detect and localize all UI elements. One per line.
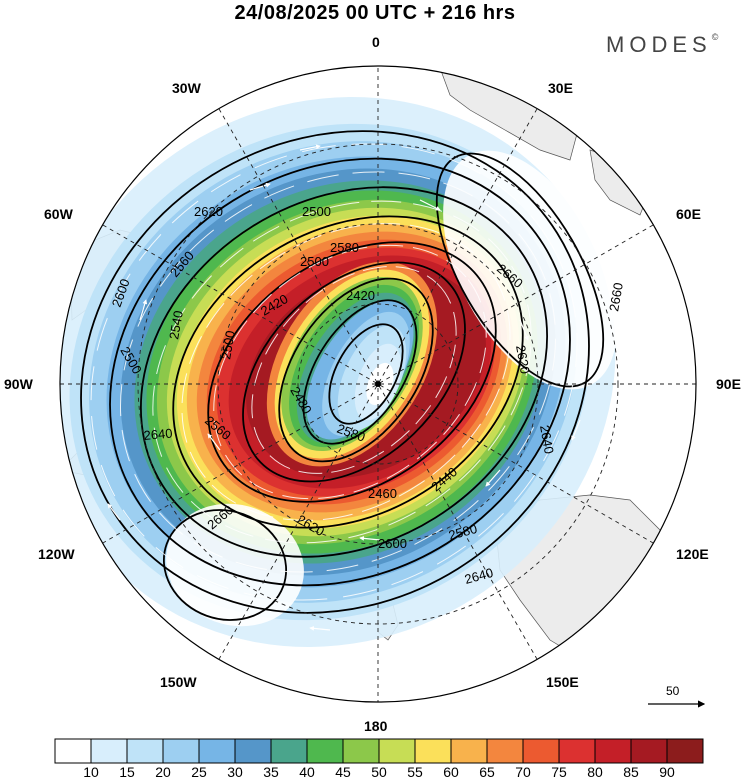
colorbar-tick-label: 70: [515, 764, 531, 780]
colorbar-swatch: [666, 738, 704, 764]
colorbar-tick-label: 25: [191, 764, 207, 780]
colorbar-tick-label: 90: [659, 764, 675, 780]
colorbar-tick-label: 50: [371, 764, 387, 780]
colorbar-swatch: [126, 738, 164, 764]
colorbar-swatch: [450, 738, 488, 764]
colorbar-tick-label: 10: [83, 764, 99, 780]
contour-label: 2620: [194, 204, 223, 219]
colorbar-swatch: [630, 738, 668, 764]
contour-label: 2660: [606, 281, 626, 312]
lon-label-120e: 120E: [676, 546, 709, 562]
contour-label: 2500: [300, 254, 329, 269]
colorbar-tick-label: 15: [119, 764, 135, 780]
lon-label-90w: 90W: [4, 376, 33, 392]
colorbar-swatch: [522, 738, 560, 764]
contour-label: 2640: [537, 424, 557, 455]
graticule: [60, 66, 696, 702]
colorbar-tick-label: 45: [335, 764, 351, 780]
lon-label-180: 180: [364, 718, 388, 734]
colorbar-tick-label: 85: [623, 764, 639, 780]
colorbar-tick-label: 20: [155, 764, 171, 780]
lon-label-30w: 30W: [172, 80, 201, 96]
map-border: [59, 65, 697, 703]
lon-label-30e: 30E: [548, 80, 573, 96]
lon-label-150w: 150W: [160, 674, 197, 690]
contour-label: 2420: [346, 288, 375, 303]
colorbar-swatch: [54, 738, 92, 764]
map-title: 24/08/2025 00 UTC + 216 hrs: [234, 2, 516, 24]
contour-label: 2580: [330, 240, 359, 255]
colorbar-tick-label: 30: [227, 764, 243, 780]
contour-label: 2580: [447, 521, 479, 543]
colorbar-tick-label: 60: [443, 764, 459, 780]
colorbar-swatch: [198, 738, 236, 764]
colorbar-swatch: [378, 738, 416, 764]
colorbar-swatch: [162, 738, 200, 764]
colorbar-swatch: [486, 738, 524, 764]
colorbar-swatch: [90, 738, 128, 764]
colorbar-swatch: [234, 738, 272, 764]
lon-label-0: 0: [372, 34, 380, 50]
colorbar-tick-label: 75: [551, 764, 567, 780]
wind-streamlines: [90, 143, 578, 601]
colorbar-swatch: [306, 738, 344, 764]
lon-label-90e: 90E: [716, 376, 741, 392]
reference-vector-label: 50: [666, 684, 680, 698]
colorbar-swatch: [270, 738, 308, 764]
colorbar-swatch: [342, 738, 380, 764]
colorbar-tick-label: 65: [479, 764, 495, 780]
colorbar: [54, 738, 704, 764]
lon-label-60w: 60W: [44, 206, 73, 222]
contour-label: 2640: [143, 426, 173, 443]
contour-label: 2640: [463, 565, 495, 587]
lon-label-60e: 60E: [676, 206, 701, 222]
wind-arrows: [107, 144, 614, 631]
contour-label: 2540: [166, 309, 186, 340]
colorbar-tick-label: 35: [263, 764, 279, 780]
logo-copyright: ©: [711, 32, 719, 42]
lon-label-150e: 150E: [546, 674, 579, 690]
colorbar-tick-label: 80: [587, 764, 603, 780]
pole-marker: [375, 381, 381, 387]
colorbar-swatch: [414, 738, 452, 764]
contour-label: 2620: [513, 344, 533, 375]
contour-label: 2500: [218, 329, 238, 360]
lon-label-120w: 120W: [38, 546, 75, 562]
contour-label: 2500: [302, 204, 331, 219]
map-disc: 2620 2500 2580 2560 2500 2540 2600 2500 …: [60, 66, 696, 702]
colorbar-tick-label: 55: [407, 764, 423, 780]
colorbar-tick-label: 40: [299, 764, 315, 780]
colorbar-swatch: [594, 738, 632, 764]
modes-logo: MODES©: [606, 32, 718, 58]
logo-text: MODES: [606, 32, 712, 57]
contour-label: 2460: [368, 486, 397, 501]
wind-speed-shading: [60, 97, 617, 647]
colorbar-swatch: [558, 738, 596, 764]
contour-label: 2600: [378, 536, 407, 551]
